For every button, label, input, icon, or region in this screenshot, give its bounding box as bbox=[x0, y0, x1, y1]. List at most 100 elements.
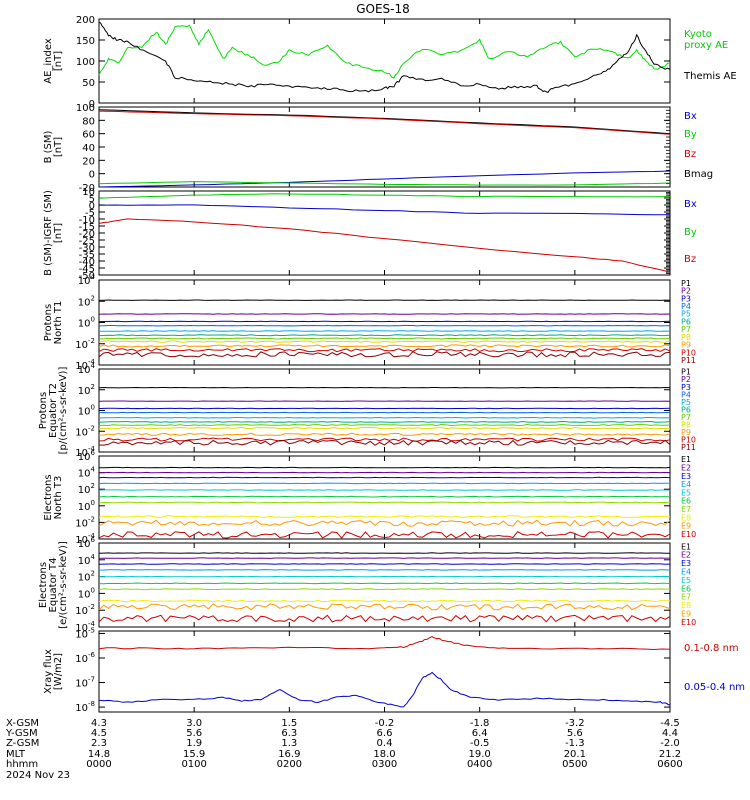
y-tick-label: 10-2 bbox=[75, 603, 95, 617]
channel-label: E10 bbox=[681, 530, 696, 539]
y-tick-label: -45 bbox=[79, 264, 95, 275]
channel-label: P9 bbox=[681, 341, 691, 350]
date-label: 2024 Nov 23 bbox=[6, 770, 70, 781]
series-line-bx bbox=[98, 170, 671, 188]
footer-value: 3.0 bbox=[186, 718, 202, 729]
panel-frame bbox=[98, 455, 671, 540]
series-line-bz bbox=[98, 218, 671, 273]
panel-xray: 10-8 10-7 10-6 10-5 Xray flux [W/m2] 0.1-0.8 n… bbox=[43, 626, 745, 714]
y-axis-label: Electrons bbox=[43, 474, 54, 520]
panel-frame bbox=[98, 190, 671, 276]
y-tick-label: 104 bbox=[78, 553, 96, 567]
channel-label: E9 bbox=[681, 610, 691, 619]
series-line-bx bbox=[98, 204, 671, 216]
y-tick-label: -30 bbox=[79, 243, 95, 254]
y-axis-label: [e/(cm²-s-sr-keV)] bbox=[58, 541, 69, 629]
plot-title: GOES-18 bbox=[356, 2, 410, 16]
legend-entry: Bmag bbox=[684, 169, 713, 180]
y-tick-label: 40 bbox=[82, 143, 95, 154]
y-axis-label: North T3 bbox=[53, 476, 64, 520]
channel-label: E5 bbox=[681, 576, 691, 585]
footer-value: 6.6 bbox=[377, 728, 393, 739]
y-tick-label: 106 bbox=[78, 536, 96, 550]
y-tick-label: 80 bbox=[82, 116, 95, 127]
footer-value: 0200 bbox=[277, 759, 302, 770]
channel-label: E4 bbox=[681, 568, 691, 577]
footer-value: 4.4 bbox=[662, 728, 678, 739]
y-axis-label: Xray flux bbox=[43, 649, 54, 694]
channel-label: P3 bbox=[681, 383, 691, 392]
channel-label: P7 bbox=[681, 325, 691, 334]
y-tick-label: 60 bbox=[82, 130, 95, 141]
y-tick-label: 100 bbox=[76, 103, 95, 114]
footer-value: 4.5 bbox=[91, 728, 107, 739]
channel-label: E1 bbox=[681, 455, 691, 464]
y-tick-label: 102 bbox=[78, 570, 95, 584]
panel-frame bbox=[98, 18, 671, 104]
footer-row-label: Y-GSM bbox=[5, 728, 38, 739]
panel-frame bbox=[98, 368, 671, 453]
footer-value: 19.0 bbox=[469, 749, 491, 760]
series-line-p9 bbox=[98, 344, 671, 348]
footer-value: 2.3 bbox=[91, 738, 107, 749]
channel-label: E4 bbox=[681, 480, 691, 489]
y-tick-label: 50 bbox=[82, 78, 95, 89]
legend-entry: Kyoto bbox=[684, 29, 712, 40]
footer-value: 5.6 bbox=[186, 728, 202, 739]
footer-value: 1.5 bbox=[281, 718, 297, 729]
y-axis-label: Electrons bbox=[38, 562, 49, 608]
series-line-e9 bbox=[98, 603, 671, 611]
panel-bsm: -20 0 20 40 60 80 100 B (SM) [nT] Bx By Bz Bmag bbox=[43, 103, 713, 194]
y-tick-label: 20 bbox=[82, 156, 95, 167]
footer-value: 0500 bbox=[562, 759, 587, 770]
footer-value: 21.2 bbox=[659, 749, 681, 760]
channel-label: P10 bbox=[681, 436, 696, 445]
series-line-by bbox=[98, 193, 671, 199]
footer-value: 14.8 bbox=[88, 749, 110, 760]
y-tick-label: 10-5 bbox=[75, 626, 95, 640]
channel-label: P11 bbox=[681, 443, 696, 452]
channel-label: E6 bbox=[681, 584, 691, 593]
series-line-by bbox=[98, 181, 671, 186]
y-tick-label: 10-6 bbox=[75, 651, 95, 665]
footer-row-label: Z-GSM bbox=[6, 738, 39, 749]
y-tick-label: 100 bbox=[78, 404, 95, 418]
channel-label: P8 bbox=[681, 333, 691, 342]
series-line-p9 bbox=[98, 432, 671, 436]
series-line-e3 bbox=[98, 563, 671, 565]
y-tick-label: 104 bbox=[78, 362, 96, 376]
series-line-p8 bbox=[98, 426, 670, 430]
y-tick-label: 0 bbox=[89, 201, 95, 212]
y-tick-label: -5 bbox=[85, 208, 95, 219]
channel-label: P5 bbox=[681, 398, 691, 407]
channel-label: E8 bbox=[681, 513, 691, 522]
series-line-e3 bbox=[98, 476, 671, 479]
channel-label: P4 bbox=[681, 302, 691, 311]
legend-entry: Bx bbox=[684, 199, 697, 210]
series-line-e1 bbox=[98, 552, 671, 554]
channel-label: P6 bbox=[681, 317, 691, 326]
y-axis-label: Equator T2 bbox=[48, 383, 59, 438]
y-axis-label: [W/m2] bbox=[53, 653, 64, 690]
series-line-p10 bbox=[98, 348, 671, 353]
y-tick-label: 10-2 bbox=[75, 424, 95, 438]
series-line-bmag bbox=[98, 109, 671, 135]
y-tick-label: 10-8 bbox=[75, 700, 95, 714]
y-axis-label: [p/(cm²-s-sr-keV)] bbox=[58, 367, 69, 455]
footer-value: -1.3 bbox=[565, 738, 585, 749]
footer-value: 1.3 bbox=[281, 738, 297, 749]
y-tick-label: -40 bbox=[79, 257, 95, 268]
channel-label: P9 bbox=[681, 428, 691, 437]
y-axis-label: [nT] bbox=[53, 51, 64, 71]
footer-value: 1.9 bbox=[186, 738, 202, 749]
series-line-e7 bbox=[98, 588, 671, 591]
footer-value: 6.4 bbox=[472, 728, 488, 739]
legend-entry: 0.1-0.8 nm bbox=[684, 643, 739, 654]
series-line-p11 bbox=[98, 439, 671, 446]
channel-label: E3 bbox=[681, 472, 691, 481]
footer-value: 0000 bbox=[86, 759, 111, 770]
footer-value: 18.0 bbox=[373, 749, 395, 760]
footer-value: 20.1 bbox=[564, 749, 586, 760]
